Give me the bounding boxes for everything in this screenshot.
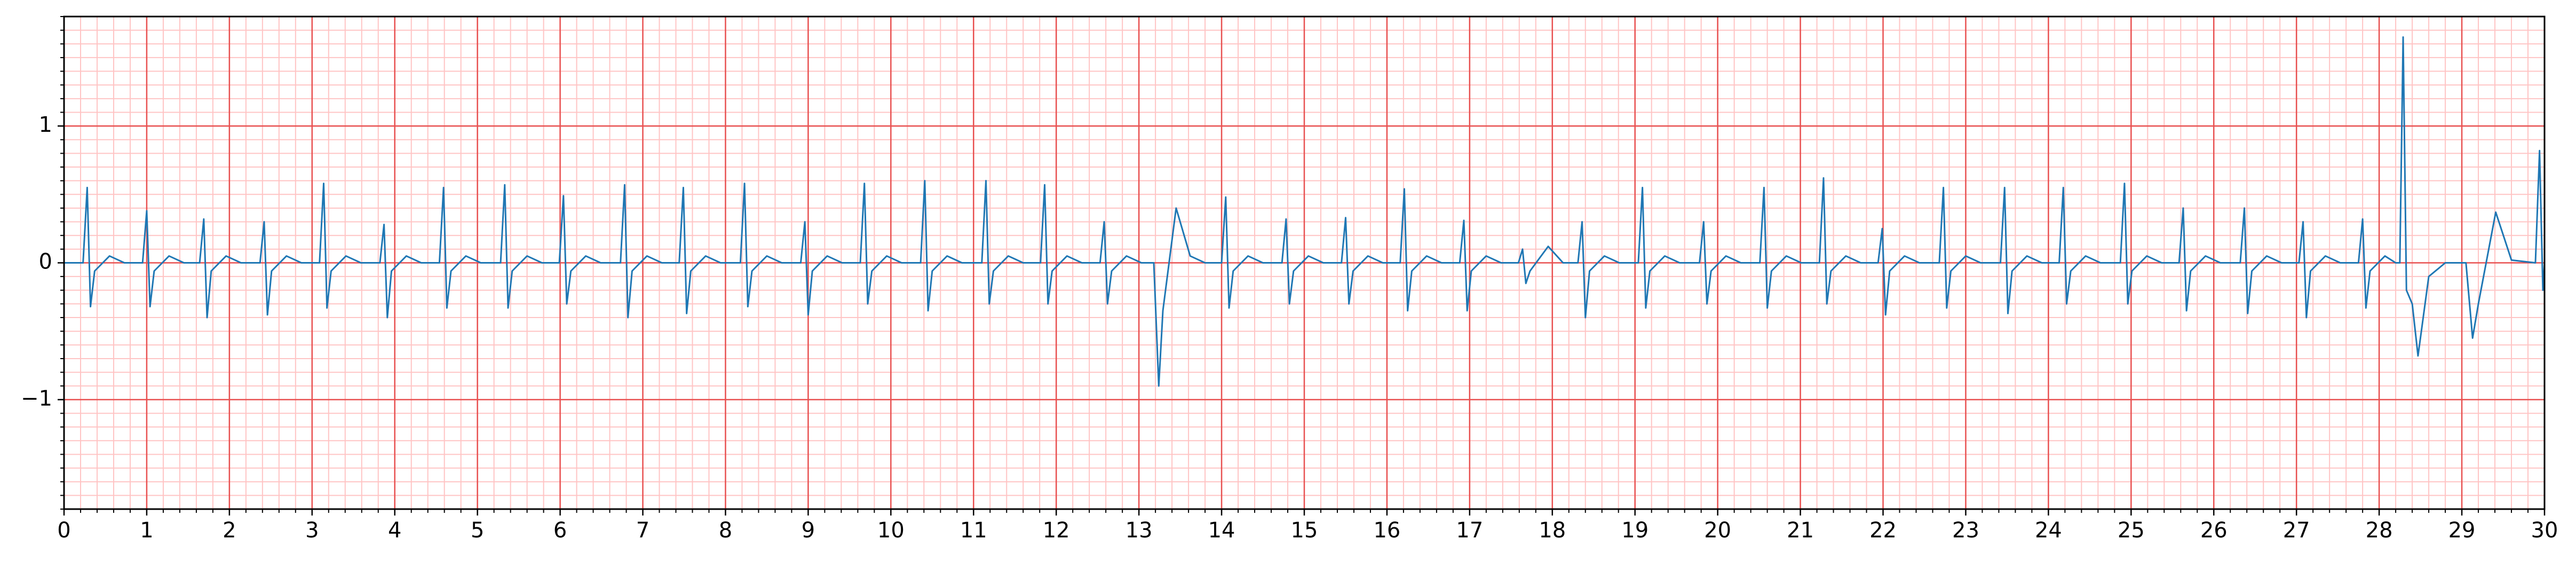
x-tick-label: 12: [1043, 518, 1070, 543]
x-tick-label: 15: [1291, 518, 1318, 543]
plot: [64, 36, 2546, 387]
x-tick-label: 14: [1208, 518, 1235, 543]
x-tick-label: 27: [2283, 518, 2310, 543]
x-tick-label: 20: [1704, 518, 1731, 543]
x-tick-label: 16: [1373, 518, 1400, 543]
y-tick-label: 1: [39, 113, 52, 137]
x-tick-label: 0: [57, 518, 70, 543]
x-tick-label: 9: [802, 518, 815, 543]
x-tick-label: 26: [2200, 518, 2228, 543]
x-tick-label: 8: [719, 518, 732, 543]
x-tick-label: 19: [1621, 518, 1648, 543]
x-tick-label: 2: [223, 518, 236, 543]
x-tick-label: 22: [1869, 518, 1897, 543]
x-tick-label: 4: [388, 518, 401, 543]
x-tick-label: 18: [1539, 518, 1566, 543]
x-tick-label: 7: [636, 518, 649, 543]
x-tick-label: 3: [305, 518, 319, 543]
x-tick-label: 25: [2118, 518, 2145, 543]
x-tick-label: 17: [1456, 518, 1483, 543]
axes-frame: [63, 15, 2546, 510]
x-tick-label: 29: [2448, 518, 2476, 543]
x-tick-label: 10: [877, 518, 905, 543]
x-tick-label: 11: [960, 518, 987, 543]
ecg-line: [64, 36, 2546, 387]
x-tick-label: 5: [471, 518, 484, 543]
x-tick-label: 6: [553, 518, 567, 543]
y-tick-label: 0: [39, 250, 52, 274]
x-tick-label: 1: [140, 518, 153, 543]
x-tick-label: 21: [1787, 518, 1814, 543]
y-tick-label: −1: [21, 386, 52, 411]
x-tick-label: 28: [2366, 518, 2393, 543]
x-tick-label: 23: [1952, 518, 1979, 543]
axes: 0 1 2 3 4 5 6 7 8 9 10 11 12 13 14 15 16 17 18 19 20 21 22 23 24…: [21, 15, 2558, 543]
x-tick-label: 24: [2035, 518, 2062, 543]
x-tick-label: 13: [1125, 518, 1153, 543]
x-tick-label: 30: [2531, 518, 2558, 543]
